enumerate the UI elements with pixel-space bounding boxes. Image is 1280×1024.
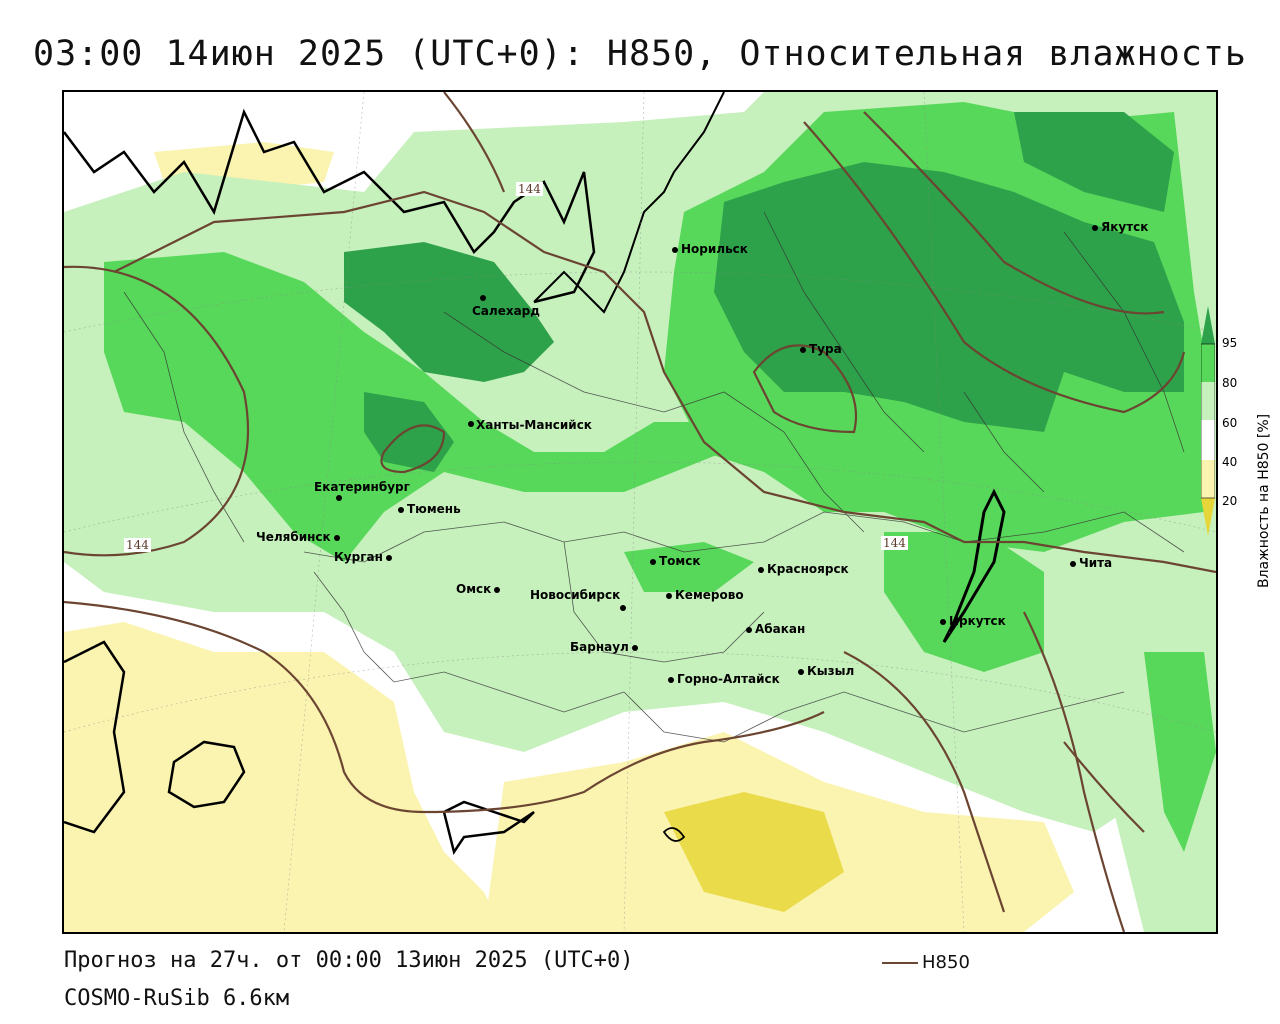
city-omsk[interactable]: Омск [456, 582, 503, 596]
city-khanty-mansiysk-label: Ханты-Мансийск [476, 418, 592, 432]
lake-baikal [942, 488, 1006, 643]
colorbar-segment [1201, 344, 1215, 382]
city-marker-icon [800, 346, 806, 353]
dry-area-west [64, 622, 504, 932]
city-marker-icon [333, 534, 340, 541]
city-marker-icon [398, 506, 404, 513]
contour-line-icon [882, 962, 918, 964]
city-kurgan[interactable]: Курган [334, 550, 395, 564]
city-novosibirsk[interactable] [620, 600, 629, 614]
city-marker-icon [672, 246, 678, 253]
city-salekhard[interactable] [480, 290, 489, 304]
moist-medium-baikal [884, 532, 1044, 672]
contour-label: 144 [124, 538, 151, 552]
city-salekhard-label: Салехард [472, 304, 540, 318]
lake-balkhash [442, 800, 535, 856]
colorbar-title: Влажность на H850 [%] [1256, 413, 1272, 588]
contour-label: 144 [881, 536, 908, 550]
moist-medium-se [1144, 652, 1216, 852]
city-marker-icon [1092, 224, 1098, 231]
humidity-colorbar [1201, 306, 1215, 536]
contour-label: 144 [516, 182, 543, 196]
city-kemerovo[interactable]: Кемерово [666, 588, 744, 602]
city-krasnoyarsk[interactable]: Красноярск [758, 562, 849, 576]
moist-dark-ne [1014, 112, 1174, 212]
city-chita[interactable]: Чита [1070, 556, 1112, 570]
city-marker-icon [480, 294, 486, 301]
colorbar-over-triangle [1201, 306, 1215, 344]
city-tura[interactable]: Тура [800, 342, 842, 356]
colorbar-tick: 60 [1222, 416, 1238, 430]
colorbar-tick: 20 [1222, 494, 1238, 508]
city-marker-icon [668, 676, 674, 683]
city-barnaul[interactable]: Барнаул [570, 640, 641, 654]
city-irkutsk[interactable]: Иркутск [940, 614, 1006, 628]
moist-dark-ural [364, 392, 454, 472]
forecast-info: Прогноз на 27ч. от 00:00 13июн 2025 (UTC… [64, 948, 634, 973]
aral-sea [167, 740, 246, 809]
city-marker-icon [746, 626, 752, 633]
colorbar-tick: 95 [1222, 336, 1238, 350]
moist-medium-tomsk [624, 542, 754, 592]
caspian-coast [64, 640, 126, 834]
city-kyzyl[interactable]: Кызыл [798, 664, 854, 678]
city-ekaterinburg[interactable] [336, 490, 345, 504]
graticule [64, 92, 1216, 932]
city-gorno-altaysk[interactable]: Горно-Алтайск [668, 672, 780, 686]
city-norilsk[interactable]: Норильск [672, 242, 748, 256]
colorbar-segment [1201, 420, 1215, 460]
city-marker-icon [631, 644, 638, 651]
colorbar-segment [1201, 382, 1215, 420]
lake-small [662, 827, 686, 842]
coastline-gulf [533, 92, 725, 314]
city-ekaterinburg-label: Екатеринбург [314, 480, 410, 494]
dry-core-south [664, 792, 844, 912]
city-marker-icon [798, 668, 804, 675]
contour-legend: H850 [882, 952, 970, 973]
city-marker-icon [650, 558, 656, 565]
colorbar-tick: 80 [1222, 376, 1238, 390]
admin-borders [123, 211, 1185, 743]
moist-dark-center [344, 242, 554, 382]
colorbar-segment [1201, 460, 1215, 498]
colorbar-tick: 40 [1222, 455, 1238, 469]
city-marker-icon [758, 566, 764, 573]
forecast-map[interactable]: 144 144 144 Норильск Якутск Салехард Тур… [62, 90, 1218, 934]
city-marker-icon [494, 586, 501, 593]
city-abakan[interactable]: Абакан [746, 622, 805, 636]
h850-contours [64, 92, 1216, 932]
city-marker-icon [620, 604, 626, 611]
map-canvas [64, 92, 1216, 932]
city-novosibirsk-label: Новосибирск [530, 588, 621, 602]
city-tomsk[interactable]: Томск [650, 554, 701, 568]
moist-dark-east [714, 162, 1184, 432]
city-tyumen[interactable]: Тюмень [398, 502, 461, 516]
city-marker-icon [468, 420, 474, 427]
city-yakutsk[interactable]: Якутск [1092, 220, 1148, 234]
city-marker-icon [1070, 560, 1076, 567]
city-khanty-mansiysk[interactable] [468, 416, 477, 430]
model-name: COSMO-RuSib 6.6км [64, 986, 290, 1011]
city-chelyabinsk[interactable]: Челябинск [256, 530, 343, 544]
map-title: 03:00 14июн 2025 (UTC+0): H850, Относите… [33, 34, 1247, 74]
city-marker-icon [336, 494, 342, 501]
city-marker-icon [940, 618, 946, 625]
coastline-north [64, 108, 596, 304]
city-marker-icon [666, 592, 672, 599]
colorbar-under-triangle [1201, 498, 1215, 536]
city-marker-icon [385, 554, 392, 561]
